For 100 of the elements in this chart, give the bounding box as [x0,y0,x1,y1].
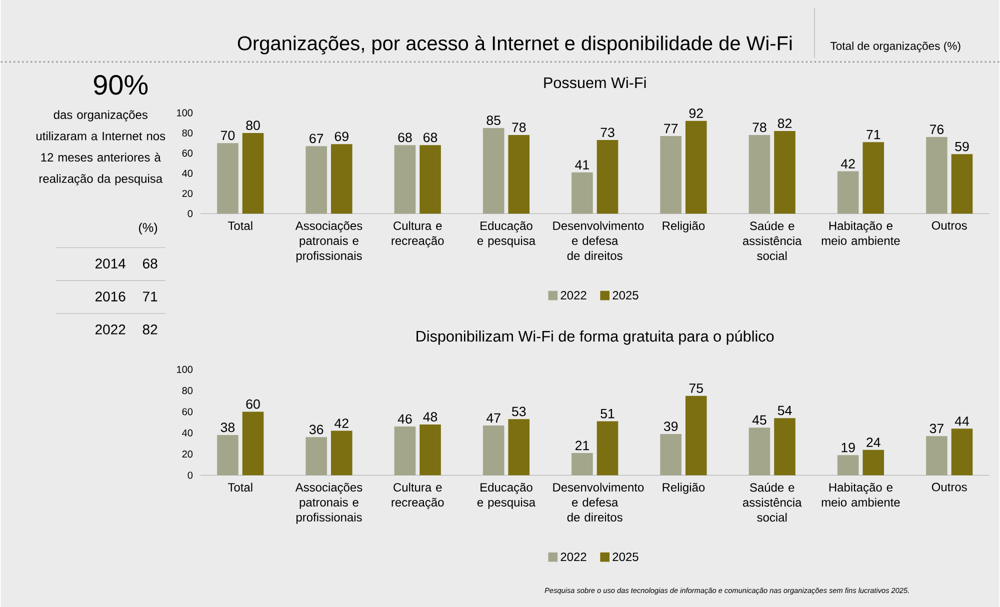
x-tick-label: Religião [662,221,705,232]
data-label: 71 [143,292,158,302]
bar [242,132,264,214]
bar [774,130,796,214]
data-label: 92 [689,108,703,118]
bar [596,421,618,476]
text: das organizações utilizaram a Internet nos 12 meses anteriores à realização da pesquisa [36,110,166,186]
bar [420,424,441,476]
data-label: 59 [955,142,969,152]
category-label: 2016 [96,292,126,302]
bar [394,426,416,476]
data-label: 68 [143,258,158,269]
data-label: 24 [866,438,880,447]
bar [685,396,707,476]
data-label: 38 [220,422,235,432]
y-tick-label: 20 [182,450,193,458]
bar [482,425,504,476]
x-tick-label: Outros [932,221,967,230]
bar [306,437,327,476]
x-tick-label: Saúde e assistência social [742,482,802,522]
data-label: 46 [398,414,412,424]
bar [306,146,327,214]
x-tick-label: Habitação e meio ambiente [822,482,900,507]
data-label: 78 [752,122,766,132]
bar [660,136,682,214]
data-label: 69 [334,132,348,142]
bar [862,142,884,214]
chart-title: Possuem Wi-Fi [544,76,646,88]
y-tick-label: 40 [182,429,193,436]
x-tick-label: Associações patronais e profissionais [295,221,362,262]
data-label: 78 [512,122,526,132]
bar [660,434,682,476]
bar [572,453,593,476]
bar [482,128,504,214]
bar [420,145,441,214]
x-tick-label: Desenvolvimento e defesa de direitos [553,482,644,522]
chart-title: Disponibilizam Wi-Fi de forma gratuita para o público [416,330,774,345]
data-label: 42 [840,159,855,168]
data-label: 53 [512,406,526,416]
data-label: 42 [334,418,348,428]
text: 90% [94,74,148,95]
text: (%) [138,222,158,234]
category-label: 2014 [96,258,126,269]
data-label: 47 [486,413,500,423]
y-tick-label: 0 [188,210,193,218]
y-tick-label: 40 [182,170,193,177]
x-tick-label: Educação e pesquisa [477,482,536,509]
bar [572,172,593,214]
data-label: 85 [486,116,500,125]
y-tick-label: 20 [182,190,193,198]
data-label: 54 [778,406,792,416]
data-label: 19 [842,442,855,452]
data-label: 80 [246,120,260,130]
bar [926,436,948,476]
data-label: 75 [689,384,703,393]
bar [394,145,416,214]
x-tick-label: Desenvolvimento e defesa de direitos [553,221,644,260]
bar [217,435,238,476]
bar [242,412,264,476]
data-label: 82 [778,118,792,128]
data-label: 70 [221,130,235,140]
data-label: 48 [423,412,438,422]
bar [596,140,618,214]
y-tick-label: 0 [188,472,193,479]
data-label: 41 [575,160,589,170]
text: Organizações, por acesso à Internet e disponibilidade de Wi-Fi [238,35,792,54]
data-label: 67 [310,134,324,144]
bar [837,455,859,476]
bar [330,430,352,476]
data-label: 76 [930,124,944,134]
bar [862,450,884,476]
bar [774,418,796,476]
x-tick-label: Cultura e recreação [392,221,444,248]
data-label: 68 [424,132,438,142]
bar [748,134,770,214]
text: Total de organizações (%) [830,42,960,52]
bar [330,144,352,214]
bar [748,428,770,476]
x-tick-label: Total [228,221,252,230]
bar [837,171,859,214]
bar [217,143,238,214]
bar [508,134,530,214]
y-tick-label: 80 [182,387,193,394]
x-tick-label: Total [228,482,252,492]
bar [508,419,530,476]
data-label: 68 [398,132,412,142]
legend-label: 2025 [612,552,638,562]
data-label: 45 [752,415,766,425]
x-tick-label: Saúde e assistência social [742,221,802,260]
data-label: 71 [866,130,880,140]
bar [926,137,948,214]
data-label: 51 [600,409,614,418]
x-tick-label: Educação e pesquisa [477,221,536,248]
x-tick-label: Cultura e recreação [392,482,444,509]
y-tick-label: 60 [182,150,193,157]
x-tick-label: Habitação e meio ambiente [822,221,900,245]
bar [951,154,973,214]
legend-label: 2025 [612,290,638,300]
bar [685,120,707,214]
data-label: 37 [930,424,944,434]
